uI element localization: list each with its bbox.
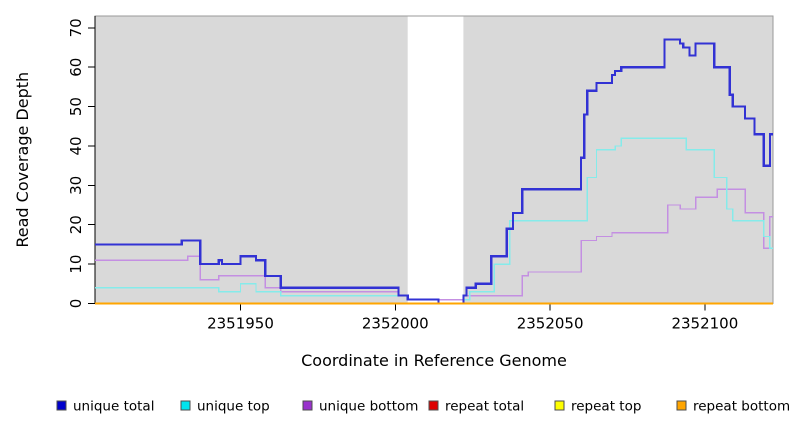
legend-swatch-unique-total bbox=[56, 400, 67, 411]
legend-label: unique bottom bbox=[319, 399, 418, 415]
masked-region bbox=[407, 16, 464, 303]
legend-swatch-repeat-bottom bbox=[676, 400, 687, 411]
y-tick-label: 40 bbox=[67, 136, 85, 155]
y-tick-label: 60 bbox=[67, 58, 85, 77]
y-tick-label: 10 bbox=[67, 255, 85, 274]
legend-swatch-unique-top bbox=[180, 400, 191, 411]
legend-item-repeat-total: repeat total bbox=[428, 399, 524, 415]
legend-item-unique-total: unique total bbox=[56, 399, 154, 415]
y-tick-label: 0 bbox=[67, 299, 85, 309]
legend-swatch-repeat-top bbox=[554, 400, 565, 411]
legend-label: repeat top bbox=[571, 399, 641, 415]
x-axis-label: Coordinate in Reference Genome bbox=[301, 351, 567, 370]
y-tick-label: 50 bbox=[67, 97, 85, 116]
series-line-unique-total bbox=[95, 38, 773, 305]
legend-swatch-repeat-total bbox=[428, 400, 439, 411]
legend-label: unique top bbox=[197, 399, 270, 415]
x-tick-label: 2352050 bbox=[517, 315, 584, 333]
legend-label: repeat bottom bbox=[693, 399, 790, 415]
x-tick-label: 2351950 bbox=[207, 315, 274, 333]
legend-swatch-unique-bottom bbox=[302, 400, 313, 411]
legend-item-unique-top: unique top bbox=[180, 399, 270, 415]
y-tick-label: 30 bbox=[67, 176, 85, 195]
y-tick-label: 70 bbox=[67, 18, 85, 37]
x-tick-label: 2352100 bbox=[671, 315, 738, 333]
legend-label: unique total bbox=[73, 399, 154, 415]
legend-item-repeat-top: repeat top bbox=[554, 399, 641, 415]
series-line-unique-top bbox=[95, 137, 773, 305]
x-tick-label: 2352000 bbox=[362, 315, 429, 333]
legend-item-unique-bottom: unique bottom bbox=[302, 399, 418, 415]
legend-label: repeat total bbox=[445, 399, 524, 415]
series-line-unique-bottom bbox=[95, 188, 773, 301]
y-tick-label: 20 bbox=[67, 215, 85, 234]
legend-item-repeat-bottom: repeat bottom bbox=[676, 399, 790, 415]
y-axis-label: Read Coverage Depth bbox=[13, 72, 32, 248]
